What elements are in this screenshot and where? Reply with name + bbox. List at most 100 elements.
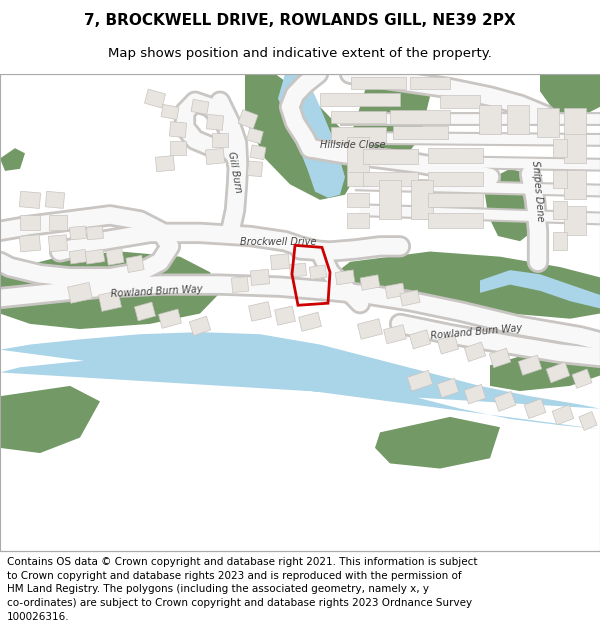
Bar — [552, 405, 574, 425]
Polygon shape — [245, 74, 360, 200]
Bar — [238, 109, 258, 129]
Bar — [69, 249, 87, 264]
Bar — [49, 235, 68, 252]
Polygon shape — [0, 332, 600, 429]
Bar — [299, 312, 322, 331]
Bar — [49, 215, 67, 231]
Bar — [155, 156, 175, 172]
Bar — [189, 316, 211, 336]
Bar — [537, 108, 559, 137]
Bar — [161, 104, 179, 119]
Bar — [362, 172, 418, 186]
Bar — [564, 134, 586, 162]
Bar — [212, 132, 228, 147]
Bar — [407, 371, 433, 391]
Text: co-ordinates) are subject to Crown copyright and database rights 2023 Ordnance S: co-ordinates) are subject to Crown copyr… — [7, 598, 472, 608]
Polygon shape — [540, 74, 600, 117]
Bar — [46, 191, 65, 208]
Bar — [489, 348, 511, 368]
Bar — [427, 172, 482, 186]
Bar — [70, 226, 86, 240]
Bar — [331, 111, 386, 123]
Bar — [546, 362, 570, 382]
Text: Gill Burn: Gill Burn — [226, 151, 243, 194]
Bar — [347, 213, 369, 228]
Bar — [85, 249, 105, 264]
Text: HM Land Registry. The polygons (including the associated geometry, namely x, y: HM Land Registry. The polygons (includin… — [7, 584, 429, 594]
Bar — [410, 77, 450, 89]
Bar — [379, 180, 401, 219]
Bar — [145, 89, 166, 108]
Bar — [358, 319, 382, 339]
Bar — [250, 269, 269, 286]
Bar — [232, 277, 248, 292]
Bar — [275, 306, 295, 325]
Bar — [347, 192, 369, 207]
Bar — [507, 105, 529, 134]
Bar — [362, 149, 418, 164]
Bar — [309, 265, 327, 279]
Bar — [320, 93, 400, 106]
Text: Contains OS data © Crown copyright and database right 2021. This information is : Contains OS data © Crown copyright and d… — [7, 557, 478, 567]
Polygon shape — [0, 386, 100, 453]
Bar — [553, 139, 567, 158]
Bar — [427, 192, 482, 207]
Bar — [518, 355, 542, 375]
Bar — [247, 161, 263, 177]
Polygon shape — [490, 334, 600, 391]
Polygon shape — [0, 251, 220, 329]
Bar — [347, 137, 369, 174]
Bar — [564, 170, 586, 199]
Bar — [360, 275, 380, 290]
Bar — [126, 256, 144, 272]
Bar — [19, 234, 41, 252]
Text: Rowland Burn Way: Rowland Burn Way — [110, 284, 202, 299]
Text: 100026316.: 100026316. — [7, 612, 70, 622]
Bar — [20, 215, 40, 231]
Bar — [553, 232, 567, 251]
Bar — [464, 384, 486, 404]
Bar — [247, 128, 263, 144]
Text: to Crown copyright and database rights 2023 and is reproduced with the permissio: to Crown copyright and database rights 2… — [7, 571, 462, 581]
Bar — [392, 126, 448, 139]
Polygon shape — [480, 270, 600, 308]
Bar — [170, 141, 186, 156]
Bar — [437, 378, 459, 398]
Bar — [411, 180, 433, 219]
Polygon shape — [330, 251, 600, 319]
Bar — [205, 148, 224, 164]
Bar — [437, 335, 458, 354]
Polygon shape — [0, 148, 25, 171]
Bar — [440, 96, 480, 108]
Bar — [169, 122, 187, 138]
Bar — [350, 77, 406, 89]
Bar — [385, 283, 405, 299]
Bar — [427, 213, 482, 228]
Polygon shape — [485, 169, 545, 241]
Bar — [98, 291, 121, 311]
Bar — [250, 145, 266, 159]
Bar — [158, 309, 181, 328]
Bar — [579, 412, 597, 431]
Text: Rowland Burn Way: Rowland Burn Way — [430, 323, 523, 341]
Bar — [409, 330, 431, 349]
Bar — [383, 324, 406, 344]
Bar — [479, 105, 501, 134]
Bar — [427, 148, 482, 162]
Bar — [191, 99, 209, 114]
Bar — [494, 391, 516, 411]
Text: Map shows position and indicative extent of the property.: Map shows position and indicative extent… — [108, 47, 492, 59]
Bar — [553, 170, 567, 189]
Bar — [524, 399, 546, 419]
Bar — [564, 108, 586, 137]
Text: Hillside Close: Hillside Close — [320, 140, 386, 150]
Bar — [248, 302, 271, 321]
Bar — [464, 342, 486, 361]
Bar — [68, 282, 92, 303]
Text: Brockwell Drive: Brockwell Drive — [240, 238, 316, 248]
Bar — [290, 263, 307, 277]
Text: Snipes Dene: Snipes Dene — [530, 161, 545, 222]
Bar — [271, 254, 290, 270]
Bar — [347, 172, 369, 186]
Bar — [564, 206, 586, 235]
